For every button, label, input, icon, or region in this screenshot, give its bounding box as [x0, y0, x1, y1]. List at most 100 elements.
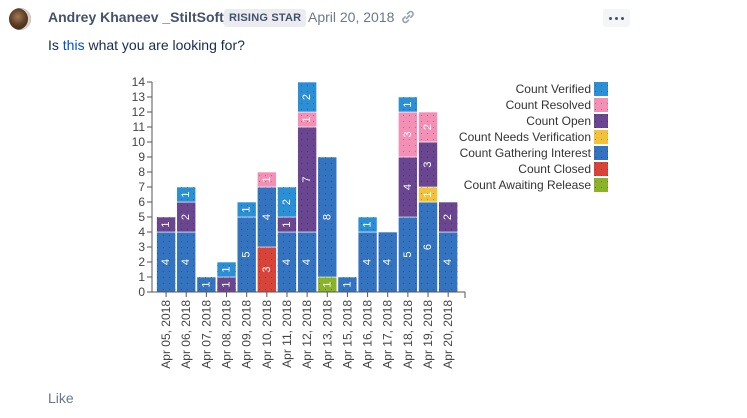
bar-segment-texture: [297, 232, 317, 292]
bar-segment-label: 1: [241, 206, 253, 212]
bar-segment-label: 4: [382, 259, 394, 265]
bar-segment-texture: [277, 217, 297, 232]
legend-label: Count Gathering Interest: [460, 146, 592, 160]
legend-label: Count Verified: [516, 82, 591, 96]
bar-segment-texture: [156, 232, 176, 292]
bar-segment-texture: [277, 187, 297, 217]
bar-segment-texture: [257, 247, 277, 292]
y-tick-label: 12: [132, 105, 146, 119]
more-actions-icon-dot: [621, 16, 624, 20]
legend-swatch-texture: [594, 98, 608, 112]
y-tick-label: 9: [138, 150, 145, 164]
bar-segment-texture: [257, 172, 277, 187]
bar-segment-texture: [297, 82, 317, 112]
bar-segment-label: 5: [241, 251, 253, 257]
bar-segment-label: 2: [422, 124, 434, 130]
bar-segment-label: 1: [180, 191, 192, 197]
x-tick-label: Apr 17, 2018: [381, 300, 395, 369]
legend: Count Verified Count Resolved Count Open Co…: [459, 82, 608, 192]
bar-segment-texture: [317, 277, 337, 292]
bar-segment-texture: [196, 277, 216, 292]
more-actions-icon-dot: [615, 16, 618, 20]
y-tick-label: 5: [138, 210, 145, 224]
bar-segment-texture: [398, 112, 418, 157]
bar-segment-label: 4: [160, 259, 172, 265]
bar-segment-texture: [277, 232, 297, 292]
avatar[interactable]: [9, 8, 31, 30]
bar-segment-texture: [418, 112, 438, 142]
y-tick-label: 8: [138, 165, 145, 179]
x-tick-label: Apr 18, 2018: [401, 300, 415, 369]
bars-group: 4 1 4 2 1 1 1 1 5 1 3 4 1 4 1 2 4 7 1 2 1 8 1 4 1 4 5 4 3 1 6 1 3 2 4 2: [156, 81, 458, 293]
bar-segment-label: 2: [180, 214, 192, 220]
x-tick-label: Apr 12, 2018: [300, 300, 314, 369]
legend-swatch-texture: [594, 162, 608, 176]
bar-segment-texture: [176, 187, 196, 202]
bar-segment-texture: [418, 187, 438, 202]
bar-segment-texture: [398, 157, 418, 217]
like-button[interactable]: Like: [48, 390, 74, 406]
bar-segment-label: 1: [221, 266, 233, 272]
legend-label: Count Resolved: [506, 98, 591, 112]
body-link[interactable]: this: [62, 37, 85, 53]
y-tick-label: 2: [138, 255, 145, 269]
link-icon[interactable]: [400, 9, 416, 25]
bar-segment-label: 1: [362, 221, 374, 227]
bar-segment-texture: [358, 217, 378, 232]
bar-segment-label: 1: [402, 101, 414, 107]
legend-swatch-texture: [594, 130, 608, 144]
bar-segment-label: 6: [422, 244, 434, 250]
y-tick-label: 10: [132, 135, 146, 149]
bar-segment-label: 7: [301, 176, 313, 182]
bar-segment-label: 2: [301, 94, 313, 100]
x-tick-label: Apr 20, 2018: [441, 300, 455, 369]
x-tick-label: Apr 06, 2018: [179, 300, 193, 369]
bar-segment-label: 1: [321, 281, 333, 287]
bar-segment-texture: [297, 112, 317, 127]
bar-segment-texture: [438, 232, 458, 292]
bar-segment-label: 5: [402, 251, 414, 257]
bar-segment-label: 4: [261, 214, 273, 220]
x-tick-label: Apr 10, 2018: [260, 300, 274, 369]
bar-segment-texture: [398, 97, 418, 112]
author-name[interactable]: Andrey Khaneev _StiltSoft_: [48, 9, 232, 25]
bar-segment-texture: [358, 232, 378, 292]
body-prefix: Is: [48, 37, 63, 53]
x-tick-label: Apr 08, 2018: [220, 300, 234, 369]
bar-segment-texture: [237, 217, 257, 292]
bar-segment-label: 1: [301, 116, 313, 122]
x-tick-label: Apr 15, 2018: [340, 300, 354, 369]
post-date[interactable]: April 20, 2018: [308, 9, 395, 25]
bar-segment-texture: [418, 202, 438, 292]
bar-segment-label: 4: [281, 259, 293, 265]
bar-segment-label: 4: [442, 259, 454, 265]
legend-label: Count Needs Verification: [459, 130, 591, 144]
bar-segment-texture: [337, 277, 357, 292]
x-tick-label: Apr 16, 2018: [361, 300, 375, 369]
y-tick-label: 3: [138, 240, 145, 254]
legend-swatch-texture: [594, 178, 608, 192]
bar-segment-texture: [156, 217, 176, 232]
bar-segment-label: 1: [160, 221, 172, 227]
bar-segment-texture: [176, 232, 196, 292]
body-suffix: what you are looking for?: [84, 37, 245, 53]
y-tick-label: 14: [132, 75, 146, 89]
bar-segment-label: 2: [281, 199, 293, 205]
bar-segment-label: 4: [180, 259, 192, 265]
bar-segment-texture: [237, 202, 257, 217]
bar-segment-label: 1: [200, 281, 212, 287]
legend-label: Count Open: [526, 114, 591, 128]
bar-segment-texture: [176, 202, 196, 232]
bar-segment-label: 1: [422, 191, 434, 197]
x-axis: Apr 05, 2018 Apr 06, 2018 Apr 07, 2018 Apr …: [152, 291, 466, 369]
x-tick-label: Apr 13, 2018: [320, 300, 334, 369]
x-tick-label: Apr 19, 2018: [421, 300, 435, 369]
more-actions-button[interactable]: [603, 9, 630, 27]
bar-segment-texture: [398, 217, 418, 292]
bar-segment-texture: [297, 127, 317, 232]
bar-segment-label: 3: [261, 266, 273, 272]
bar-segment-texture: [438, 202, 458, 232]
bar-segment-texture: [317, 157, 337, 277]
bar-segment-texture: [378, 232, 398, 292]
